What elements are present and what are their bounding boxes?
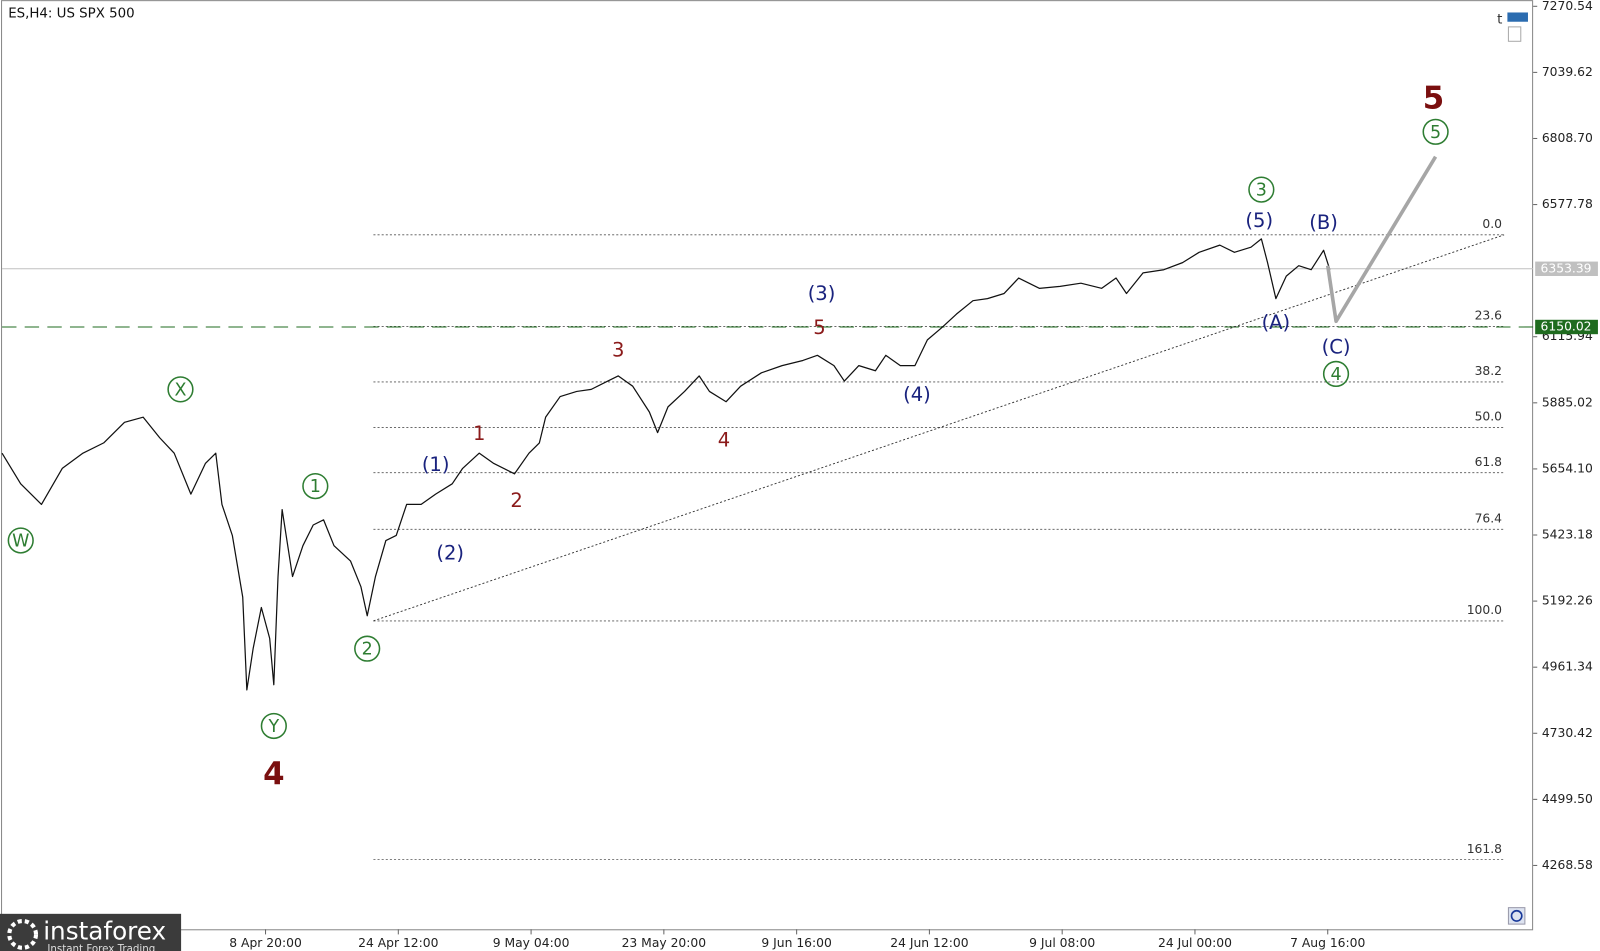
projection-line [1325, 155, 1438, 324]
wave-circle [1422, 118, 1449, 145]
fib-label: 38.2 [1475, 364, 1502, 378]
fib-label: 61.8 [1475, 455, 1502, 469]
wave-label: (4) [903, 383, 931, 406]
fib-label: 100.0 [1467, 603, 1502, 617]
fib-label: 76.4 [1475, 512, 1503, 526]
logo-tagline: Instant Forex Trading [47, 943, 155, 951]
x-tick-label: 24 Jun 12:00 [890, 936, 968, 950]
fib-label: 0.0 [1482, 217, 1502, 231]
current-price-label: 6353.39 [1541, 261, 1592, 275]
y-tick-label: 7039.62 [1542, 65, 1593, 79]
data-layer [1, 155, 1505, 691]
y-tick-label: 5654.10 [1542, 461, 1593, 475]
wave-label: 2 [510, 489, 522, 512]
trendline [373, 234, 1505, 622]
wave-label: 5 [1423, 80, 1444, 116]
current-price-box [1535, 261, 1598, 276]
y-tick-label: 7270.54 [1542, 0, 1593, 13]
y-tick-label: 4499.50 [1542, 792, 1593, 806]
wave-label: 1 [473, 422, 485, 445]
x-tick-label: 8 Apr 20:00 [229, 936, 302, 950]
wave-circle [260, 712, 287, 740]
wave-label: 3 [612, 339, 624, 362]
price-line [1, 238, 1331, 691]
x-tick-label: 7 Aug 16:00 [1290, 936, 1365, 950]
y-tick-label: 5192.26 [1542, 594, 1593, 608]
wave-label: X [174, 380, 186, 400]
y-tick-label: 4268.58 [1542, 858, 1593, 872]
wave-label: 3 [1256, 181, 1267, 201]
logo: instaforex Instant Forex Trading [0, 913, 182, 951]
toolbar[interactable]: t [1497, 12, 1528, 42]
logo-background [0, 913, 182, 951]
logo-name: instaforex [43, 916, 166, 945]
wave-label: Y [267, 717, 279, 737]
y-tick-label: 5423.18 [1542, 528, 1593, 542]
y-tick-label: 5885.02 [1542, 395, 1593, 409]
level-price-label: 6150.02 [1541, 319, 1592, 333]
wave-label: 1 [310, 477, 321, 497]
wave-label: W [12, 532, 29, 552]
wave-label: (1) [422, 453, 450, 476]
label-layer: 7270.547039.626808.706577.786115.945885.… [7, 0, 1598, 950]
wave-label: 4 [1330, 365, 1341, 385]
wave-circle [354, 635, 381, 662]
plot-frame [1, 0, 1534, 931]
fib-label: 23.6 [1475, 309, 1503, 323]
wave-label: (C) [1322, 336, 1351, 359]
wave-label: (5) [1245, 209, 1273, 232]
level-price-box [1535, 319, 1598, 335]
fib-label: 161.8 [1467, 842, 1502, 856]
wave-circle [7, 527, 34, 554]
y-tick-label: 4961.34 [1542, 660, 1593, 674]
fib-label: 50.0 [1475, 410, 1503, 424]
toolbar-icon[interactable] [1507, 26, 1522, 42]
y-tick-label: 4730.42 [1542, 726, 1593, 740]
logo-mark [7, 918, 39, 950]
toolbar-label[interactable]: t [1497, 13, 1502, 28]
wave-label: (A) [1262, 311, 1291, 334]
wave-label: (3) [808, 282, 836, 305]
wave-label: (2) [436, 542, 464, 565]
toolbar-icon[interactable] [1507, 12, 1528, 22]
x-tick-label: 24 Apr 12:00 [358, 936, 439, 950]
wave-label: 2 [362, 640, 373, 660]
chart-title: ES,H4: US SPX 500 [8, 7, 134, 22]
wave-label: (B) [1309, 211, 1338, 234]
x-tick-label: 23 May 20:00 [622, 936, 707, 950]
wave-label: 4 [718, 428, 730, 451]
x-tick-label: 9 Jun 16:00 [761, 936, 832, 950]
corner-button-icon[interactable] [1510, 909, 1523, 922]
wave-circle [1248, 176, 1275, 203]
x-tick-label: 9 May 04:00 [493, 936, 570, 950]
x-tick-label: 9 Jul 08:00 [1029, 936, 1095, 950]
wave-circle [167, 376, 194, 403]
wave-circle [1322, 360, 1350, 388]
x-tick-label: 24 Jul 00:00 [1158, 936, 1232, 950]
wave-label: 4 [263, 756, 284, 792]
wave-label: 5 [1430, 123, 1441, 143]
y-tick-label: 6808.70 [1542, 131, 1593, 145]
y-tick-label: 6577.78 [1542, 197, 1593, 211]
wave-label: 5 [813, 316, 825, 339]
wave-circle [302, 472, 329, 500]
